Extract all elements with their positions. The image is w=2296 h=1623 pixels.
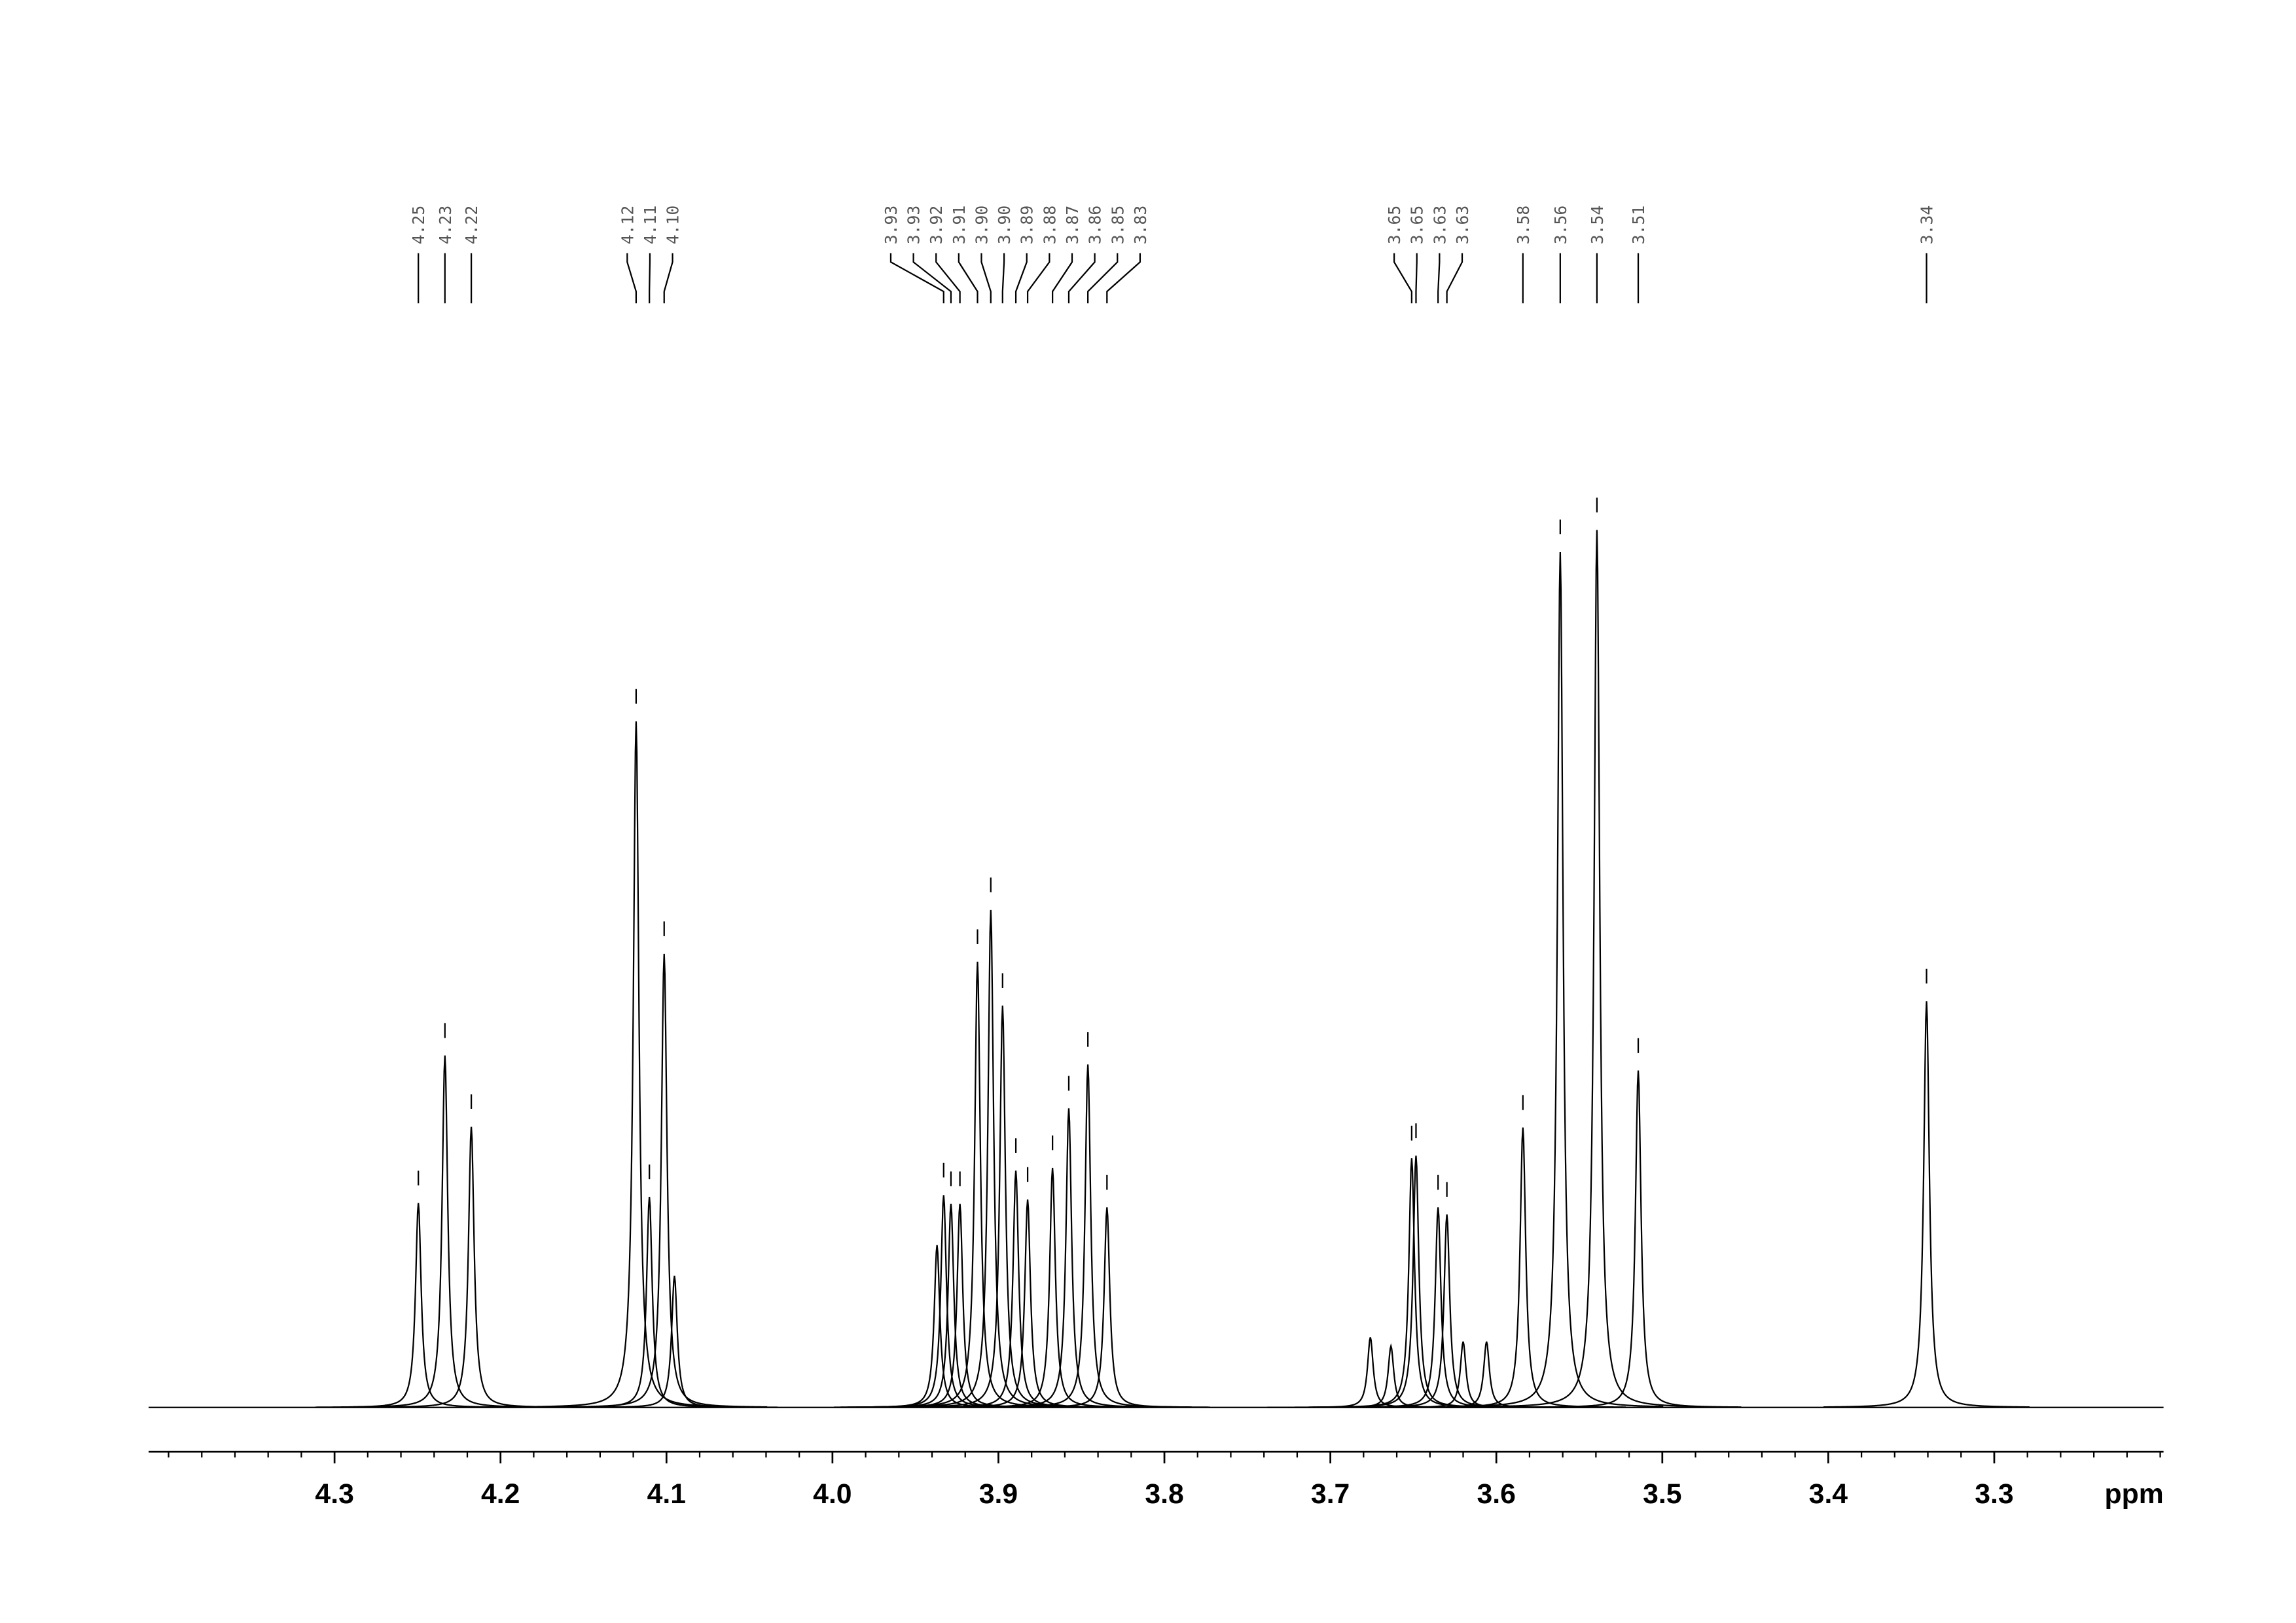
peak-label: 4.11 — [641, 206, 660, 245]
peak-label: 3.58 — [1514, 206, 1533, 245]
peak-label: 3.63 — [1453, 206, 1472, 245]
peak-label-connector — [1437, 253, 1441, 304]
peak-label: 3.51 — [1629, 206, 1648, 245]
peak-label: 3.90 — [995, 206, 1014, 245]
x-tick-label: 3.9 — [979, 1478, 1018, 1510]
peak-label: 3.54 — [1588, 206, 1607, 245]
peak — [1494, 530, 1700, 1408]
peak — [533, 721, 740, 1408]
peak-label-connector — [1026, 253, 1050, 304]
peak-label: 3.90 — [972, 206, 991, 245]
peak-label: 3.85 — [1108, 206, 1127, 245]
x-tick-label: 3.4 — [1809, 1478, 1848, 1510]
x-tick-label: 3.6 — [1477, 1478, 1516, 1510]
x-tick-label: 4.0 — [813, 1478, 852, 1510]
peak-label-connector — [1001, 253, 1005, 304]
peak-label: 3.87 — [1063, 206, 1082, 245]
x-tick-label: 4.1 — [647, 1478, 686, 1510]
peak-label: 3.91 — [950, 206, 969, 245]
peak-label: 4.12 — [618, 206, 637, 245]
peak-label-connector — [1446, 253, 1463, 304]
peak — [1003, 1207, 1210, 1408]
x-tick-label: 4.2 — [481, 1478, 520, 1510]
x-tick-label: 3.5 — [1643, 1478, 1681, 1510]
peak-label: 3.65 — [1385, 206, 1404, 245]
peak-label: 3.93 — [882, 206, 901, 245]
peak-label-connector — [1106, 253, 1141, 304]
peak — [368, 1126, 575, 1408]
peak-label: 3.34 — [1917, 206, 1936, 245]
peak-label-connector — [1067, 253, 1096, 304]
peak-label-connector — [649, 253, 651, 304]
peak — [1360, 1341, 1566, 1408]
peak — [571, 1275, 778, 1408]
peak-label-connector — [663, 253, 673, 304]
peak-label: 3.89 — [1018, 206, 1037, 245]
peak — [1823, 1001, 2030, 1408]
peak-label: 4.10 — [664, 206, 683, 245]
peak — [984, 1064, 1191, 1408]
peak-label: 3.93 — [905, 206, 924, 245]
peak — [1383, 1341, 1590, 1408]
peak — [561, 953, 768, 1408]
peak — [342, 1055, 548, 1408]
peak-label: 4.23 — [436, 206, 455, 245]
peak-label-connector — [1052, 253, 1073, 304]
peak — [1420, 1127, 1626, 1408]
x-tick-label: 4.3 — [315, 1478, 353, 1510]
peak-label: 4.22 — [462, 206, 481, 245]
peak-label: 4.25 — [409, 206, 428, 245]
peak-label-connector — [912, 253, 952, 304]
peak-label-connector — [935, 253, 961, 304]
peak — [949, 1167, 1156, 1408]
x-axis-label: ppm — [2105, 1478, 2164, 1510]
peak-label: 3.92 — [927, 206, 946, 245]
peak-label: 3.86 — [1086, 206, 1105, 245]
peak — [1457, 552, 1664, 1408]
peak-label: 3.65 — [1408, 206, 1427, 245]
peak — [848, 1203, 1054, 1408]
x-tick-label: 3.7 — [1311, 1478, 1350, 1510]
peak — [1287, 1343, 1494, 1408]
peak-label-connector — [1014, 253, 1028, 304]
peak — [315, 1203, 522, 1408]
x-tick-label: 3.3 — [1975, 1478, 2013, 1510]
peak-label: 3.88 — [1040, 206, 1059, 245]
peak — [1535, 1070, 1742, 1408]
peak-label: 3.63 — [1430, 206, 1449, 245]
peak-label: 3.83 — [1131, 206, 1150, 245]
peak-label-connector — [626, 253, 637, 304]
peak-label: 3.56 — [1551, 206, 1570, 245]
peak — [857, 1203, 1064, 1408]
peak-label-connector — [980, 253, 992, 304]
peak-label-connector — [889, 253, 944, 304]
peak — [546, 1197, 753, 1408]
peak-label-connector — [1393, 253, 1413, 304]
x-tick-label: 3.8 — [1145, 1478, 1183, 1510]
peak-label-connector — [1087, 253, 1119, 304]
peak-label-connector — [958, 253, 978, 304]
peak — [874, 961, 1081, 1408]
peak — [899, 1005, 1106, 1408]
peak — [1313, 1156, 1519, 1408]
